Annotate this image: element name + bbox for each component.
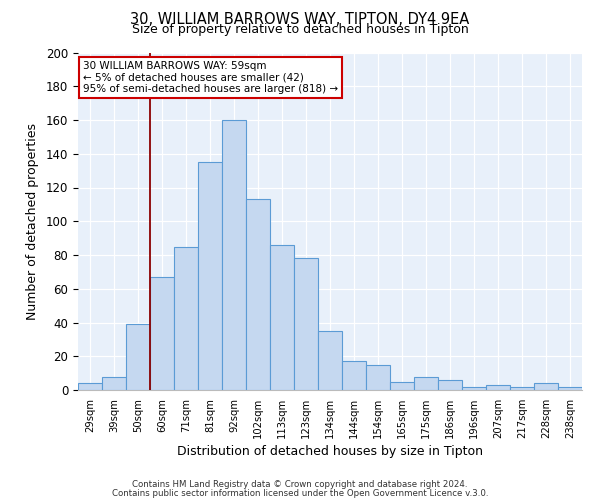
Bar [558,386,582,390]
Bar [390,382,414,390]
Bar [174,246,198,390]
Bar [438,380,462,390]
Bar [198,162,222,390]
Bar [510,386,534,390]
Text: Contains HM Land Registry data © Crown copyright and database right 2024.: Contains HM Land Registry data © Crown c… [132,480,468,489]
X-axis label: Distribution of detached houses by size in Tipton: Distribution of detached houses by size … [177,445,483,458]
Bar [246,200,270,390]
Text: 30 WILLIAM BARROWS WAY: 59sqm
← 5% of detached houses are smaller (42)
95% of se: 30 WILLIAM BARROWS WAY: 59sqm ← 5% of de… [83,61,338,94]
Bar [126,324,150,390]
Bar [150,277,174,390]
Bar [102,376,126,390]
Bar [486,385,510,390]
Bar [78,383,102,390]
Text: 30, WILLIAM BARROWS WAY, TIPTON, DY4 9EA: 30, WILLIAM BARROWS WAY, TIPTON, DY4 9EA [130,12,470,28]
Bar [534,383,558,390]
Bar [294,258,318,390]
Bar [270,245,294,390]
Bar [342,362,366,390]
Bar [222,120,246,390]
Bar [414,376,438,390]
Text: Contains public sector information licensed under the Open Government Licence v.: Contains public sector information licen… [112,488,488,498]
Bar [318,331,342,390]
Bar [366,364,390,390]
Bar [462,386,486,390]
Text: Size of property relative to detached houses in Tipton: Size of property relative to detached ho… [131,24,469,36]
Y-axis label: Number of detached properties: Number of detached properties [26,122,39,320]
